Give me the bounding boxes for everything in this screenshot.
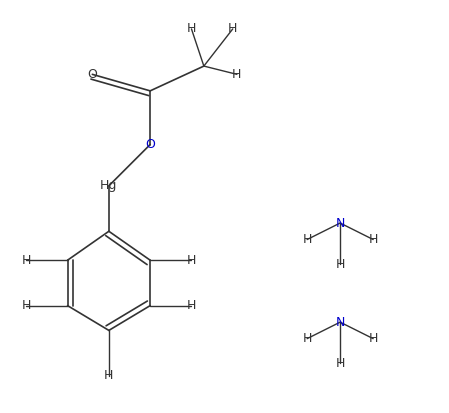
Text: H: H [228,22,238,36]
Text: N: N [335,316,345,329]
Text: H: H [335,357,345,370]
Text: H: H [104,369,114,382]
Text: O: O [145,138,155,151]
Text: H: H [22,299,31,312]
Text: H: H [303,233,312,246]
Text: H: H [187,22,196,36]
Text: H: H [187,299,196,312]
Text: Hg: Hg [100,179,118,192]
Text: H: H [303,332,312,345]
Text: H: H [187,254,196,267]
Text: H: H [369,332,378,345]
Text: H: H [369,233,378,246]
Text: H: H [22,254,31,267]
Text: N: N [335,216,345,230]
Text: H: H [335,258,345,271]
Text: H: H [232,68,242,81]
Text: O: O [88,68,97,81]
